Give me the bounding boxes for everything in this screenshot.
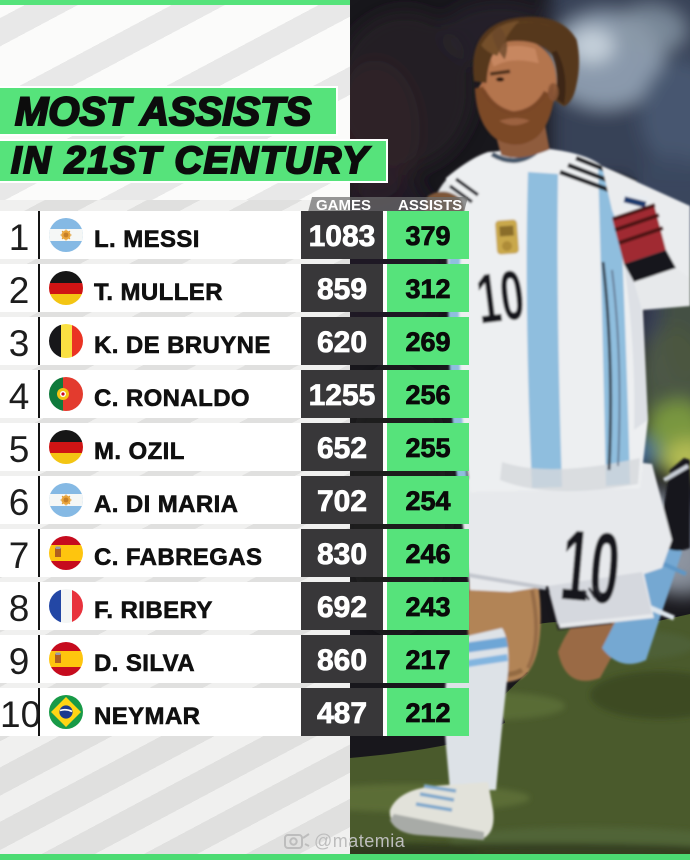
- svg-text:10: 10: [473, 257, 529, 340]
- svg-text:10: 10: [557, 509, 624, 625]
